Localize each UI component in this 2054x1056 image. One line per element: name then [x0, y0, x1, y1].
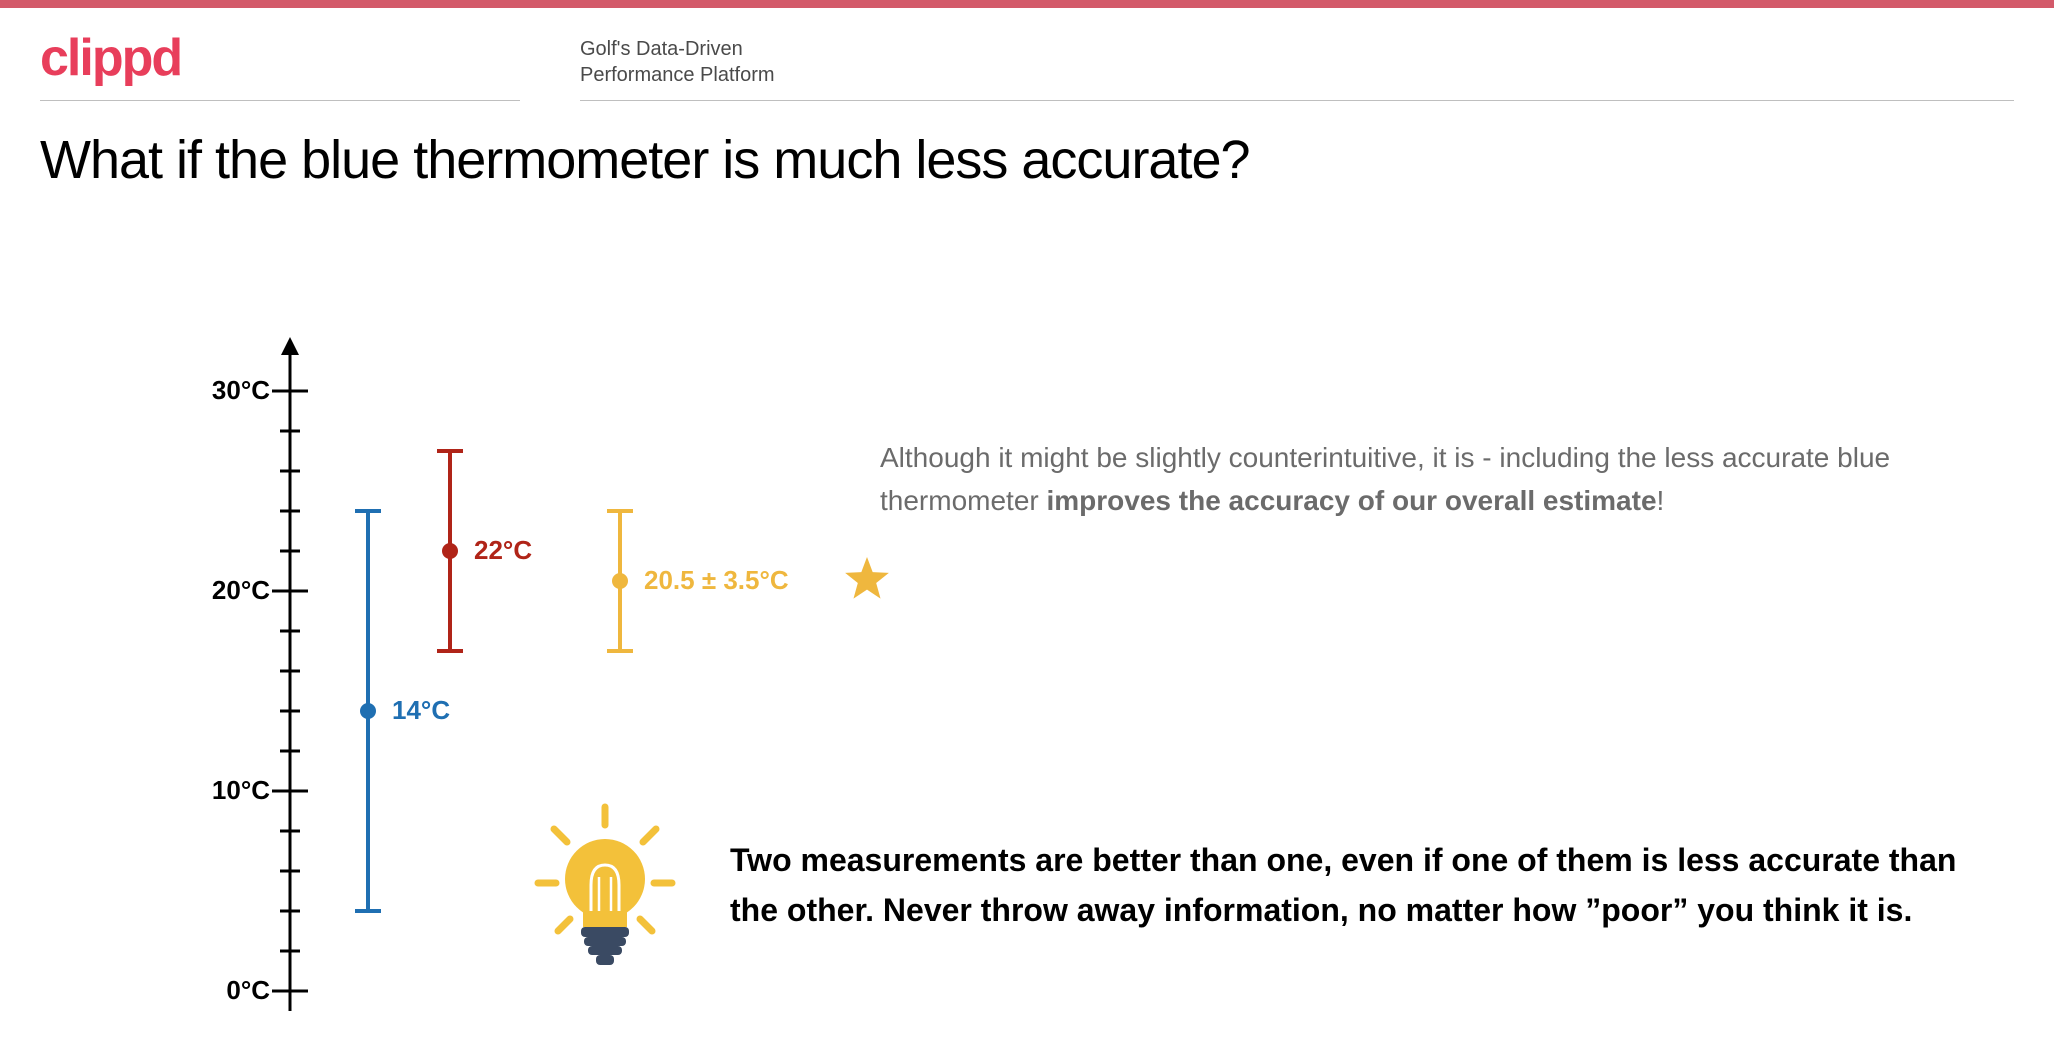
content-area: 30°C 20°C 10°C 0°C 14°C 22°C 20.5 ± 3.5°C Alth…: [0, 191, 2054, 1011]
tagline-line-1: Golf's Data-Driven: [580, 36, 2014, 62]
axis-tick-label: 0°C: [190, 975, 270, 1006]
axis-tick-label: 10°C: [190, 775, 270, 806]
header: clippd Golf's Data-Driven Performance Pl…: [0, 8, 2054, 101]
explanation-text: Although it might be slightly counterint…: [880, 436, 1940, 523]
tagline-line-2: Performance Platform: [580, 62, 2014, 88]
top-accent-bar: [0, 0, 2054, 8]
series-label-red: 22°C: [474, 535, 532, 566]
insight-row: Two measurements are better than one, ev…: [530, 801, 1970, 971]
tagline-block: Golf's Data-Driven Performance Platform: [580, 28, 2014, 101]
lightbulb-icon: [530, 801, 680, 971]
star-icon: [844, 557, 890, 608]
axis-tick-label: 30°C: [190, 375, 270, 406]
series-label-blue: 14°C: [392, 695, 450, 726]
page-title: What if the blue thermometer is much les…: [0, 101, 2054, 191]
brand-logo: clippd: [40, 28, 520, 100]
axis-tick-label: 20°C: [190, 575, 270, 606]
series-label-yellow: 20.5 ± 3.5°C: [644, 565, 789, 596]
logo-block: clippd: [40, 28, 520, 101]
explain-bold: improves the accuracy of our overall est…: [1047, 485, 1657, 516]
explain-suffix: !: [1657, 485, 1665, 516]
insight-text: Two measurements are better than one, ev…: [730, 836, 1970, 935]
